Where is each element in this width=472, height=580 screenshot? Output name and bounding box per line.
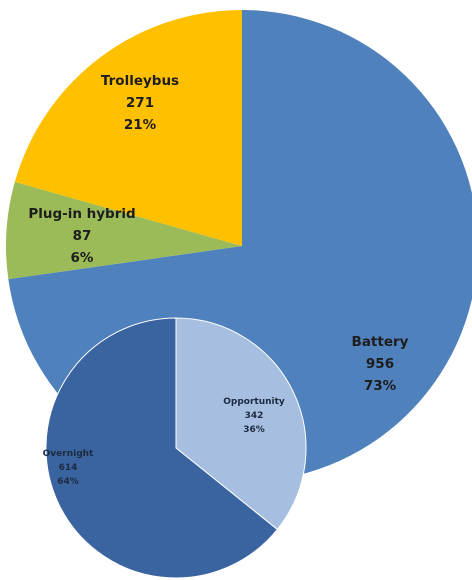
overnight-value-label: 614	[59, 463, 78, 473]
slice-label-opportunity: Opportunity 342 36%	[223, 397, 285, 435]
trolleybus-percent-label: 21%	[124, 117, 157, 133]
pie-slice-trolleybus	[14, 10, 242, 246]
plug-in-hybrid-value-label: 87	[73, 228, 92, 244]
slice-label-plug-in-hybrid: Plug-in hybrid 87 6%	[28, 206, 135, 266]
overnight-percent-label: 64%	[57, 477, 79, 487]
battery-value-label: 956	[366, 356, 394, 372]
trolleybus-value-label: 271	[126, 95, 154, 111]
plug-in-hybrid-percent-label: 6%	[71, 250, 94, 266]
battery-category-label: Battery	[352, 334, 409, 350]
opportunity-percent-label: 36%	[243, 425, 265, 435]
overnight-category-label: Overnight	[43, 449, 94, 459]
slice-label-overnight: Overnight 614 64%	[43, 449, 94, 487]
pie-slice-plug-in-hybrid	[5, 181, 242, 280]
opportunity-value-label: 342	[245, 411, 264, 421]
slice-label-battery: Battery 956 73%	[352, 334, 409, 394]
trolleybus-category-label: Trolleybus	[101, 73, 179, 89]
plug-in-hybrid-category-label: Plug-in hybrid	[28, 206, 135, 222]
pie-slice-opportunity	[175, 317, 307, 531]
pie-slice-overnight	[45, 317, 279, 579]
battery-breakdown-pie-chart	[45, 317, 307, 579]
slice-label-trolleybus: Trolleybus 271 21%	[101, 73, 179, 133]
opportunity-category-label: Opportunity	[223, 397, 285, 407]
battery-percent-label: 73%	[364, 378, 397, 394]
